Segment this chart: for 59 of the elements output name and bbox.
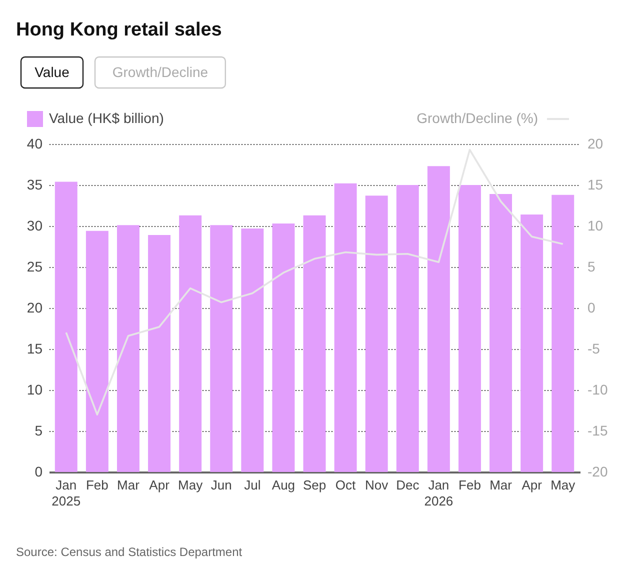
bar — [179, 215, 202, 472]
bar — [86, 230, 108, 472]
y-tick-label: 40 — [26, 136, 43, 152]
y2-tick-label: -20 — [588, 464, 608, 480]
bar — [210, 225, 233, 472]
text: Growth/Decline — [112, 64, 208, 80]
x-tick-label: Aug — [272, 478, 296, 492]
source-note: Source: Census and Statistics Department — [16, 545, 243, 559]
bar — [334, 183, 357, 472]
x-tick-label: Nov — [365, 478, 389, 492]
bar — [116, 225, 140, 472]
y-tick-label: 25 — [26, 258, 43, 274]
y2-tick-label: 20 — [588, 136, 604, 152]
x-tick-label: Mar — [490, 478, 513, 492]
y2-tick-label: 15 — [588, 176, 604, 192]
bar — [303, 215, 326, 472]
x-tick-label: Feb — [458, 478, 481, 492]
x-tick-label: Jan 2025 — [52, 478, 81, 508]
x-tick-label: Jul — [244, 478, 261, 492]
bar — [520, 214, 544, 472]
y2-tick-label: -10 — [588, 382, 608, 398]
bar — [54, 182, 78, 472]
x-tick-label: May — [550, 478, 576, 492]
y-tick-label: 15 — [26, 340, 43, 356]
y-tick-label: 5 — [34, 422, 43, 438]
x-tick-label: May — [178, 478, 204, 492]
x-tick-label: Mar — [117, 478, 140, 492]
x-tick-label: Jun — [210, 478, 232, 492]
x-tick-label: Jan 2026 — [424, 478, 454, 508]
text: Growth/Decline (%) — [416, 110, 538, 126]
y2-tick-label: -15 — [588, 422, 608, 438]
y-tick-label: 35 — [26, 176, 43, 192]
x-tick-label: Sep — [302, 478, 326, 492]
y-tick-label: 0 — [34, 464, 43, 480]
bar — [490, 194, 512, 472]
x-tick-label: Apr — [149, 478, 170, 492]
x-tick-label: Dec — [396, 478, 420, 492]
text: Value — [34, 64, 70, 80]
line-series — [65, 148, 564, 416]
bar — [148, 235, 171, 472]
y2-tick-label: -5 — [588, 340, 600, 356]
x-tick-label: Oct — [335, 478, 356, 492]
legend-label: Value (HK$ billion) — [49, 110, 164, 126]
y2-tick-label: 0 — [588, 300, 596, 316]
bar — [552, 194, 574, 472]
bar — [241, 228, 264, 472]
y-tick-label: 20 — [26, 300, 43, 316]
x-tick-label: Apr — [522, 478, 543, 492]
bar — [396, 185, 419, 472]
y-tick-label: 30 — [26, 218, 43, 234]
y2-tick-label: 10 — [588, 218, 604, 234]
bar — [272, 224, 295, 472]
y2-tick-label: 5 — [588, 258, 596, 274]
chart-title: Hong Kong retail sales — [16, 19, 222, 40]
bar — [427, 166, 450, 472]
x-tick-label: Feb — [86, 478, 108, 492]
bar — [365, 196, 388, 472]
bar — [458, 185, 481, 472]
y-tick-label: 10 — [26, 382, 43, 398]
